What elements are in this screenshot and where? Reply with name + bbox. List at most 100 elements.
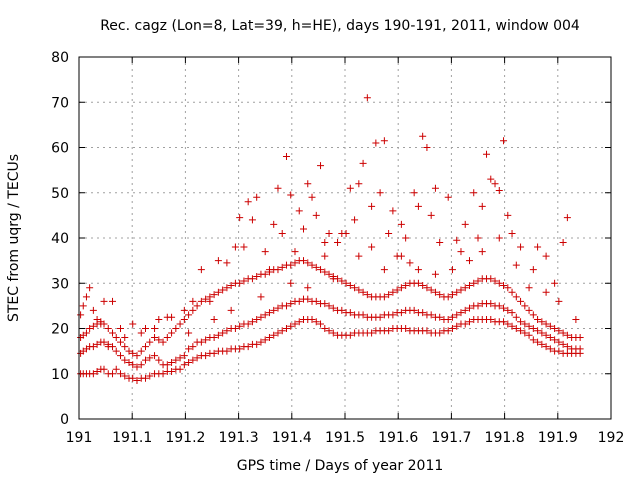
data-point [137,347,145,355]
data-point [168,358,176,366]
data-point [508,322,516,330]
data-points [77,94,584,385]
data-point [546,345,554,353]
x-tick-label: 191 [66,430,93,446]
data-point [180,306,188,314]
data-point [431,288,439,296]
data-point [265,309,273,317]
data-point [555,297,563,305]
data-point [97,320,105,328]
data-point [185,358,193,366]
data-point [393,286,401,294]
data-point [542,343,550,351]
data-point [538,329,546,337]
data-point [202,352,210,360]
data-point [89,306,97,314]
data-point [104,343,112,351]
data-point [244,343,252,351]
data-point [397,252,405,260]
data-point [397,220,405,228]
data-point [257,313,265,321]
data-point [363,291,371,299]
data-point [109,329,117,337]
data-point [487,315,495,323]
data-point [219,286,227,294]
data-point [478,202,486,210]
data-point [351,284,359,292]
data-point [185,329,193,337]
data-point [317,266,325,274]
data-point [304,180,312,188]
data-point [287,300,295,308]
data-point [414,202,422,210]
data-point [146,372,154,380]
data-point [525,306,533,314]
data-point [346,309,354,317]
data-point [133,352,141,360]
data-point [100,365,108,373]
data-point [93,340,101,348]
data-point [495,234,503,242]
data-point [512,293,520,301]
data-point [137,329,145,337]
data-point [253,272,261,280]
data-point [112,365,120,373]
data-point [427,311,435,319]
data-point [380,293,388,301]
data-point [521,302,529,310]
data-point [206,297,214,305]
data-point [109,297,117,305]
x-tick-label: 191.5 [325,430,365,446]
data-point [210,291,218,299]
data-point [385,291,393,299]
data-point [304,295,312,303]
data-point [248,216,256,224]
data-point [321,252,329,260]
data-point [338,277,346,285]
data-point [448,325,456,332]
data-point [385,327,393,335]
data-point [419,132,427,140]
data-point [210,315,218,323]
data-point [410,189,418,197]
data-point [389,207,397,215]
data-point [312,297,320,305]
x-tick-label: 191.8 [485,430,525,446]
data-point [555,327,563,335]
data-point [300,257,308,265]
data-point [116,370,124,378]
data-point [278,327,286,335]
data-point [517,327,525,335]
data-point [168,329,176,337]
data-point [368,243,376,251]
data-point [355,180,363,188]
data-point [342,229,350,237]
data-point [380,266,388,274]
data-point [133,363,141,371]
y-axis-label: STEC from uqrg / TECUs [6,154,22,322]
data-point [89,370,97,378]
data-point [278,263,286,271]
data-point [129,349,137,357]
data-point [474,234,482,242]
data-point [551,336,559,344]
data-point [308,261,316,269]
data-point [129,320,137,328]
data-point [270,220,278,228]
data-point [163,334,171,342]
data-point [500,304,508,312]
data-point [312,263,320,271]
x-tick-label: 191.9 [538,430,578,446]
data-point [265,266,273,274]
data-point [461,220,469,228]
data-point [180,315,188,323]
data-point [261,248,269,256]
data-point [159,338,167,346]
x-tick-label: 191.1 [112,430,152,446]
data-point [214,288,222,296]
y-tick-label: 50 [51,186,69,202]
data-point [359,288,367,296]
data-point [244,198,252,206]
data-point [436,329,444,337]
plot-frame [78,56,612,420]
